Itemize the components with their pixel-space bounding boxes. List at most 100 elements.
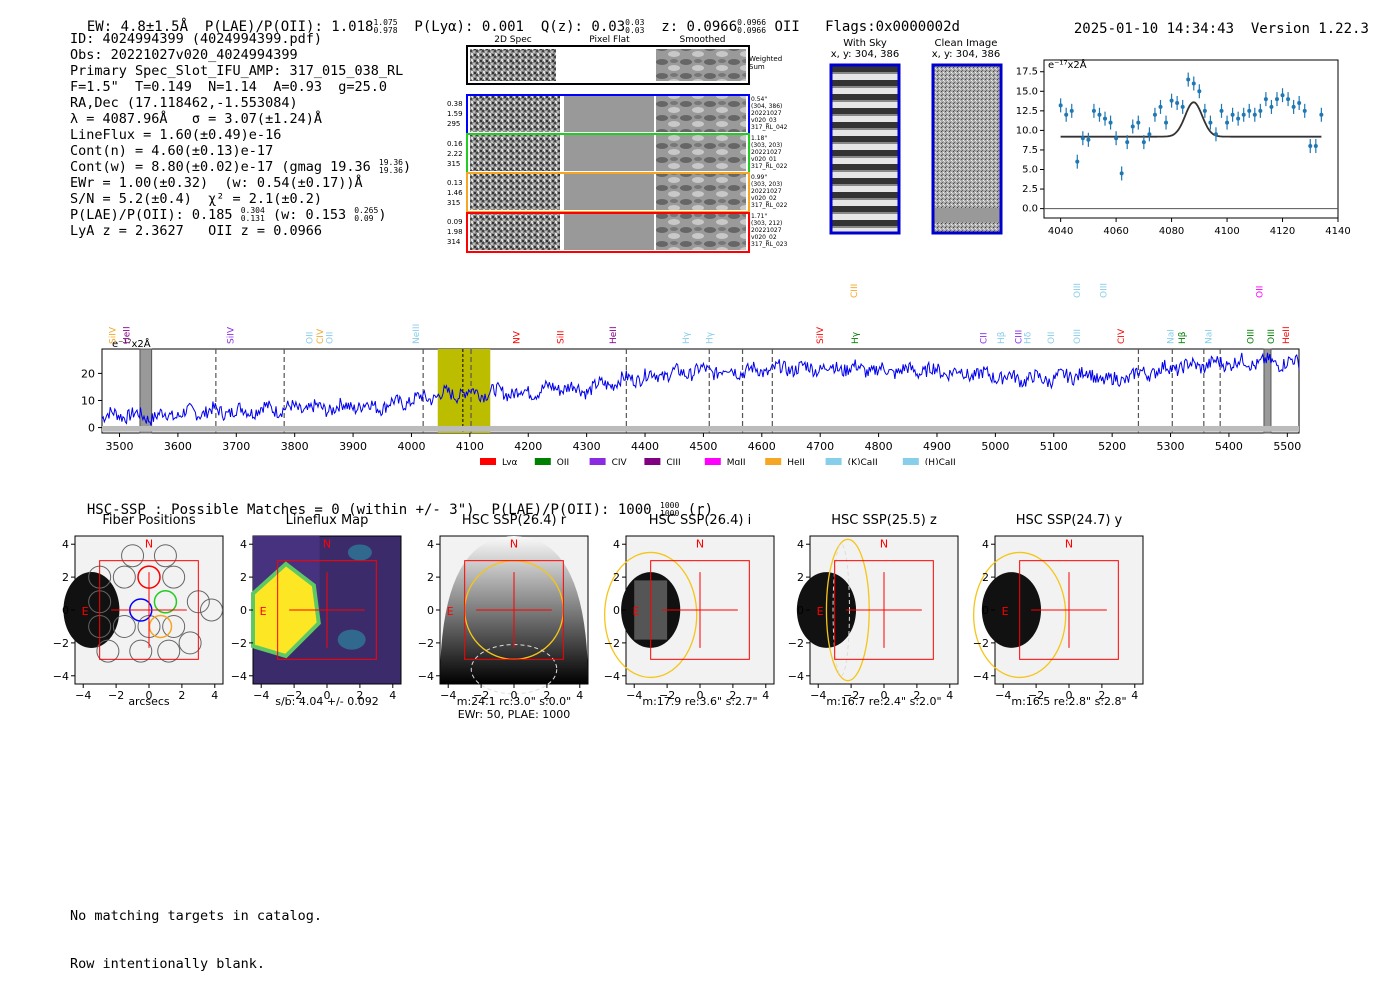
east-label: E	[1002, 605, 1009, 618]
line-label: NeIII	[412, 324, 422, 344]
plya-value: P(Lyα): 0.001	[414, 19, 524, 35]
fiber-ring	[178, 631, 202, 655]
galaxy-blob	[981, 572, 1042, 648]
fit-data-point	[1252, 112, 1257, 117]
ew-value: EW: 4.8±1.5Å	[86, 19, 189, 35]
lya-z-line: LyA z = 2.3627 OII z = 0.0966	[70, 223, 322, 239]
panel-xtick-label: −4	[995, 689, 1011, 702]
panel-xtick-label: 0	[697, 689, 704, 702]
spec-xtick-label: 4400	[631, 440, 659, 453]
sn-line: S/N = 5.2(±0.4) χ² = 2.1(±0.2)	[70, 191, 322, 207]
source-blob	[63, 572, 120, 648]
line-label: OIII	[1247, 329, 1257, 344]
with-sky-image	[832, 66, 898, 232]
line-label: CII	[980, 332, 990, 344]
fit-data-point	[1213, 132, 1218, 137]
east-label: E	[260, 605, 267, 618]
spec-ytick-label: 10	[81, 394, 95, 407]
info-line: ID: 4024994399 (4024994399.pdf)	[70, 31, 322, 47]
panel-xtick-label: 4	[762, 689, 769, 702]
line-label: OII	[305, 332, 315, 344]
hsc-lo: 1000	[660, 509, 680, 518]
plae-info-hi: 0.304	[240, 206, 265, 215]
panel-ytick-label: 2	[982, 571, 989, 584]
panel-ytick-label: 0	[240, 604, 247, 617]
fit-data-point	[1313, 144, 1318, 149]
flux-blob	[347, 544, 372, 561]
legend-label: CIII	[666, 458, 680, 465]
flags-value: Flags:0x0000002d	[825, 19, 960, 35]
line-label: OII	[326, 332, 336, 344]
spec-xtick-label: 5000	[981, 440, 1009, 453]
fit-xtick-label: 4120	[1270, 226, 1295, 237]
fit-data-point	[1141, 140, 1146, 145]
panel-ytick-label: 4	[613, 538, 620, 551]
panel-xtick-label: −2	[1028, 689, 1044, 702]
panel-xtick-label: 0	[511, 689, 518, 702]
panel-ytick-label: −4	[418, 670, 434, 683]
legend-label: OII	[557, 458, 569, 465]
panel-ytick-label: −4	[604, 670, 620, 683]
north-label: N	[880, 538, 888, 551]
line-label: OII	[1255, 286, 1265, 298]
fiber-orange	[148, 614, 173, 639]
panel-ytick-label: −2	[53, 637, 69, 650]
line-label: Hδ	[1023, 331, 1033, 344]
fit-data-point	[1169, 98, 1174, 103]
panel-ytick-label: 4	[982, 538, 989, 551]
fit-model-curve	[1060, 101, 1322, 138]
panel-xtick-label: −4	[626, 689, 642, 702]
spec-xtick-label: 4300	[573, 440, 601, 453]
fit-data-point	[1297, 101, 1302, 106]
aperture-ellipse	[603, 551, 698, 679]
cont-w-line: Cont(w) = 8.80(±0.02)e-17 (gmag 19.36 19…	[70, 159, 411, 176]
spectrum-axes	[101, 348, 1300, 434]
fit-data-point	[1180, 104, 1185, 109]
plae-w-end: )	[378, 207, 387, 223]
info-block: ID: 4024994399 (4024994399.pdf) Obs: 202…	[70, 31, 411, 239]
aperture-ellipse	[972, 551, 1067, 679]
panel-ytick-label: 0	[427, 604, 434, 617]
fiber-ring	[162, 565, 186, 589]
fit-ytick-label: 12.5	[1016, 106, 1038, 117]
info-line: Primary Spec_Slot_IFU_AMP: 317_015_038_R…	[70, 63, 404, 79]
weighted-2dspec	[470, 49, 556, 81]
info-line: Cont(n) = 4.60(±0.13)e-17	[70, 143, 274, 159]
line-label: NV	[513, 330, 523, 344]
fit-ytick-label: 7.5	[1022, 145, 1038, 156]
info-line: RA,Dec (17.118462,-1.553084)	[70, 95, 298, 111]
info-line: F=1.5" T=0.149 N=1.14 A=0.93 g=25.0	[70, 79, 387, 95]
ifu-box	[834, 560, 934, 660]
fit-data-point	[1103, 116, 1108, 121]
row-1-left: 0.38 1.59 295	[447, 100, 463, 128]
line-label: CIII	[1015, 330, 1025, 344]
spec-xtick-label: 4500	[689, 440, 717, 453]
line-label: CIII	[850, 284, 860, 298]
north-label: N	[510, 538, 518, 551]
line-label: Hβ	[997, 331, 1007, 344]
panel-xtick-label: −4	[440, 689, 456, 702]
legend-swatch	[825, 458, 842, 465]
hsc-band: (r)	[687, 502, 714, 518]
spec-xtick-label: 5500	[1273, 440, 1301, 453]
plae-info-lo: 0.131	[240, 214, 265, 223]
panel-caption-line: EWr: 50, PLAE: 1000	[457, 708, 571, 721]
line-label: HeII	[123, 326, 133, 344]
fit-data-point	[1075, 159, 1080, 164]
fit-data-point	[1236, 116, 1241, 121]
panel-ytick-label: 0	[613, 604, 620, 617]
east-label: E	[817, 605, 824, 618]
fit-data-point	[1269, 104, 1274, 109]
cutout-panel: N E −4 −4 −2 −2 0 0 2 2 4 4	[231, 535, 402, 702]
legend-swatch	[902, 458, 919, 465]
spec-xtick-label: 3800	[281, 440, 309, 453]
fiber-ring	[162, 614, 186, 638]
panel-ytick-label: −2	[973, 637, 989, 650]
legend-swatch	[704, 458, 721, 465]
panel-title: HSC SSP(24.7) y	[1015, 513, 1123, 528]
fit-data-point	[1186, 77, 1191, 82]
panel-xtick-label: 4	[389, 689, 396, 702]
fit-data-point	[1119, 171, 1124, 176]
fit-data-point	[1114, 136, 1119, 141]
row-2-left: 0.16 2.22 315	[447, 140, 463, 168]
